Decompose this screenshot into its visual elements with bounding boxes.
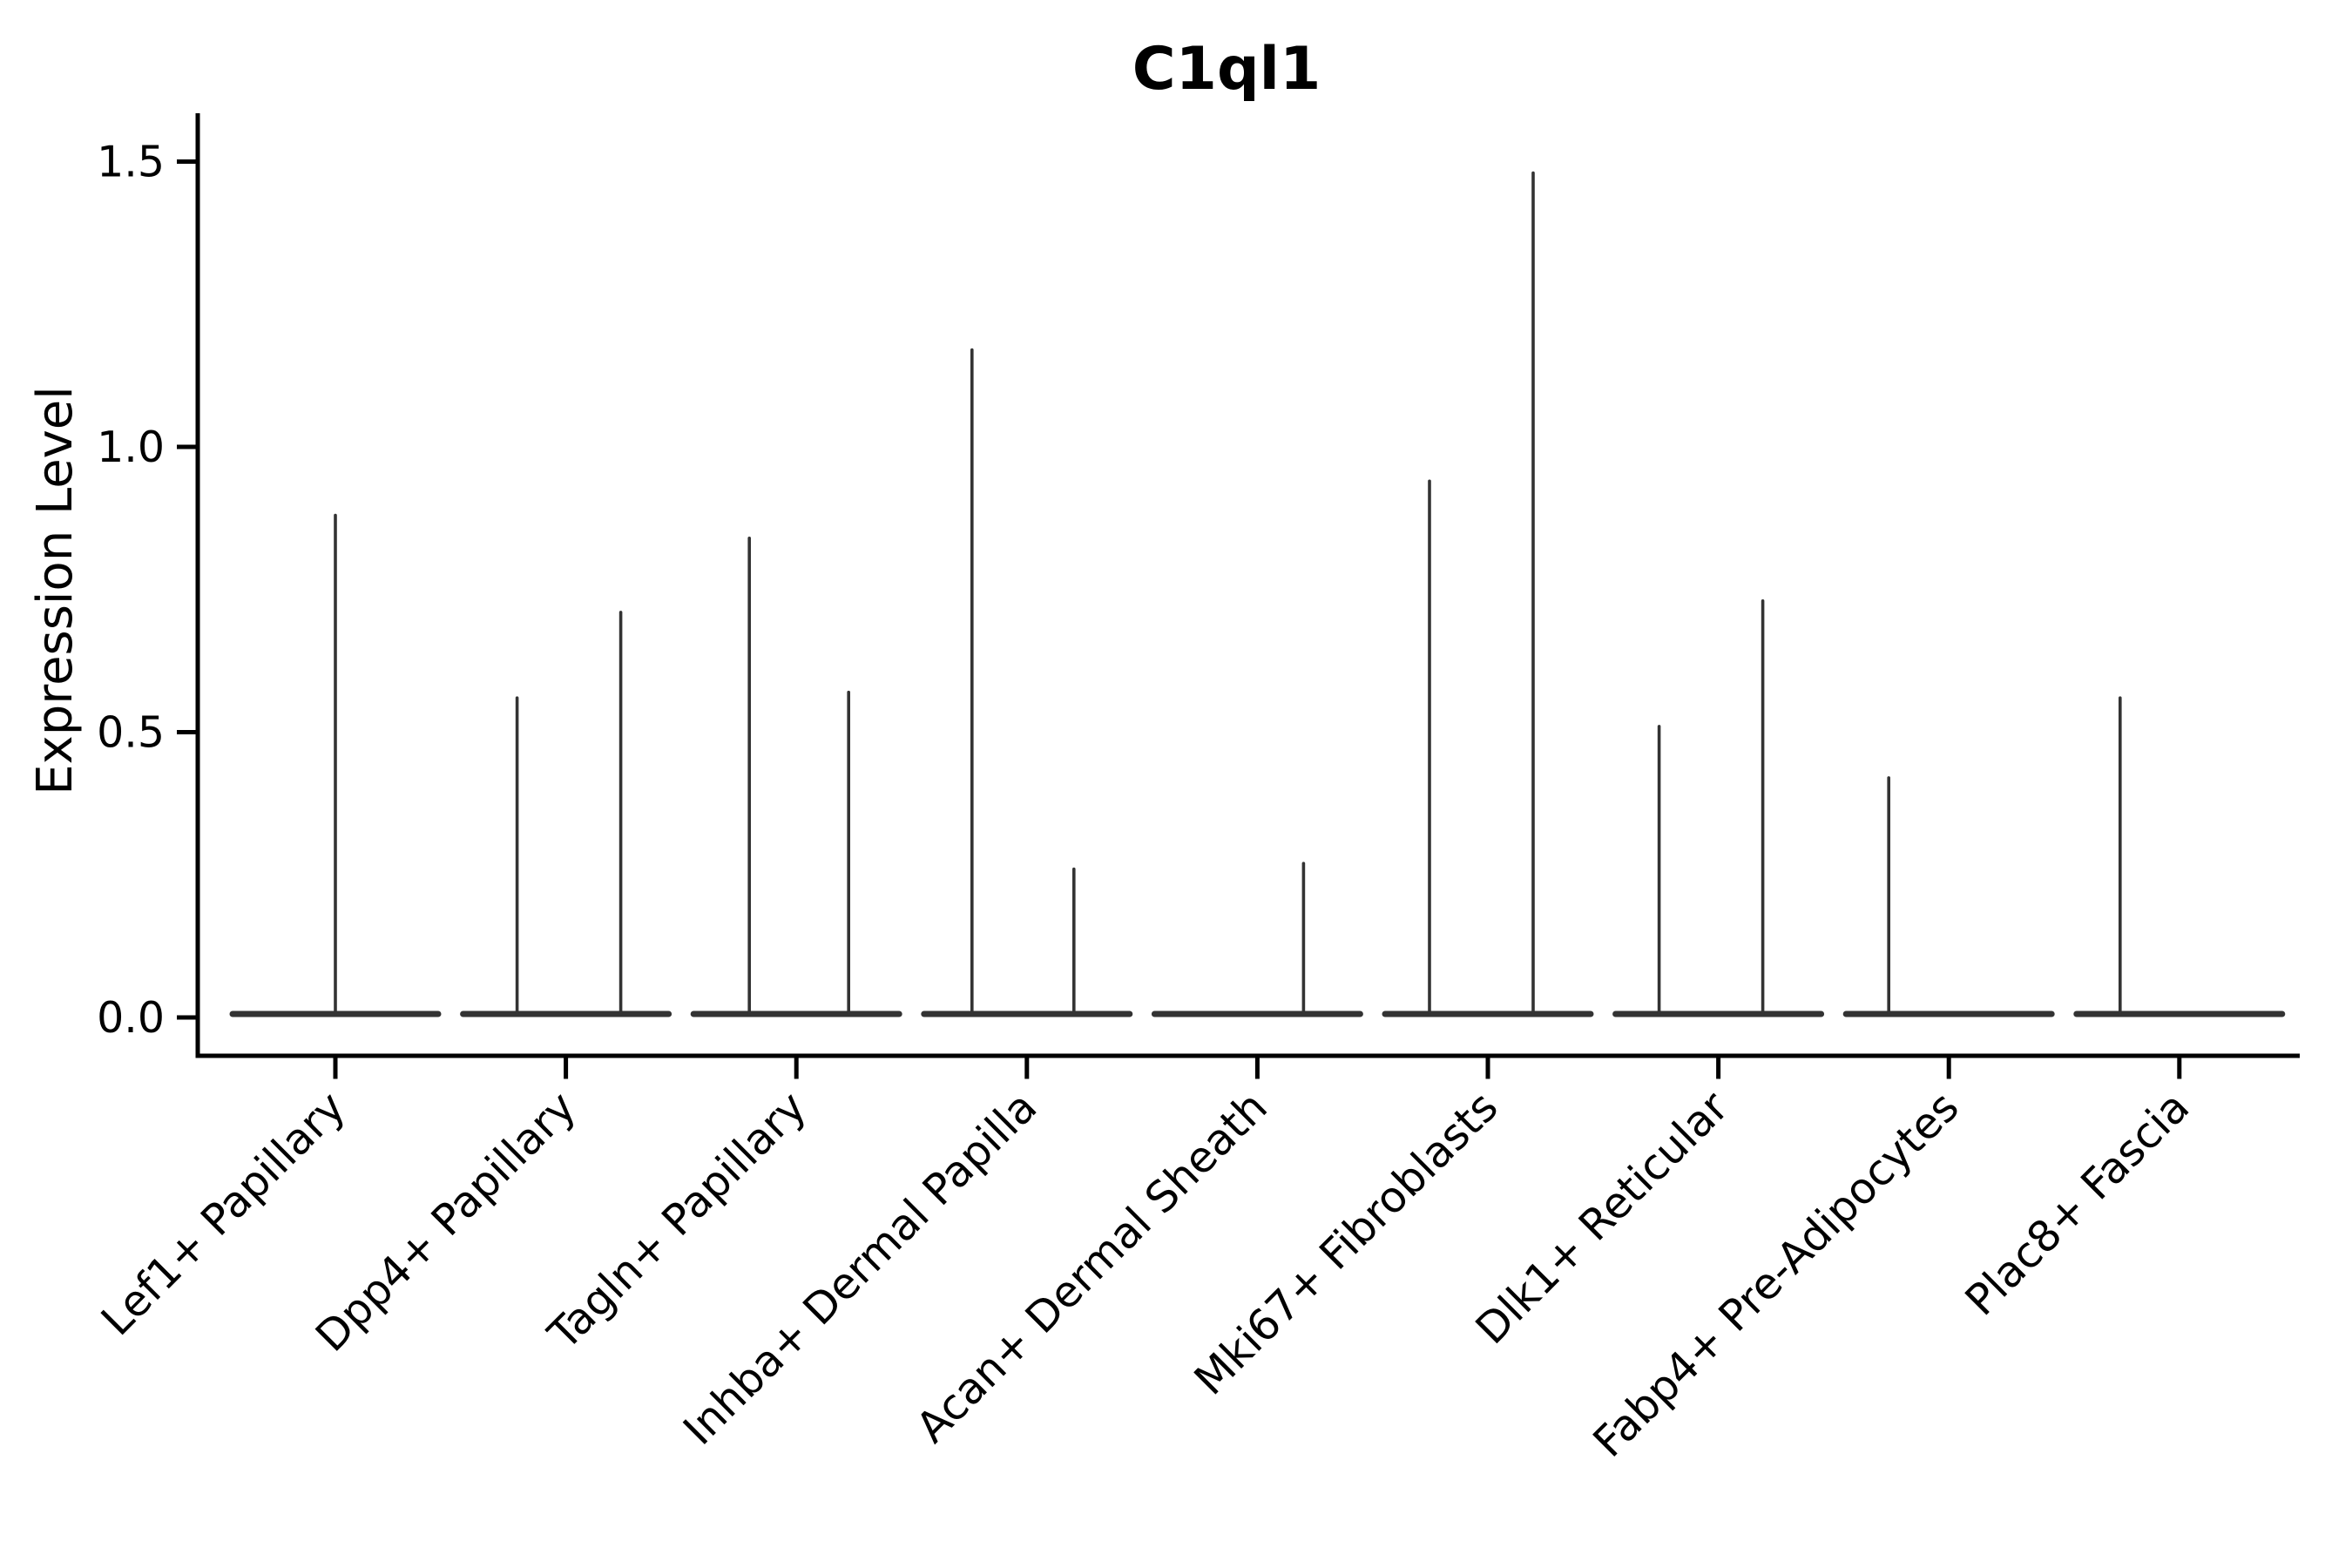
axes-group: 0.0 0.5 1.0 1.5 [97, 113, 2300, 1079]
x-axis-category-label: Lef1+ Papillary [91, 1082, 355, 1345]
y-axis-tick-label: 1.0 [97, 422, 165, 472]
y-axis-tick-label: 1.5 [97, 138, 165, 187]
y-axis-tick-label: 0.0 [97, 993, 165, 1043]
x-axis-category-label: Fabp4+ Pre-Adipocytes [1584, 1082, 1969, 1467]
x-axis-category-label: Plac8+ Fascia [1956, 1082, 2199, 1325]
y-axis-tick-label: 0.5 [97, 708, 165, 758]
x-axis-category-label: Dlk1+ Reticular [1466, 1082, 1739, 1355]
chart-title: C1ql1 [1132, 35, 1321, 104]
violins-group [229, 171, 2286, 1017]
y-axis-label: Expression Level [27, 386, 84, 795]
